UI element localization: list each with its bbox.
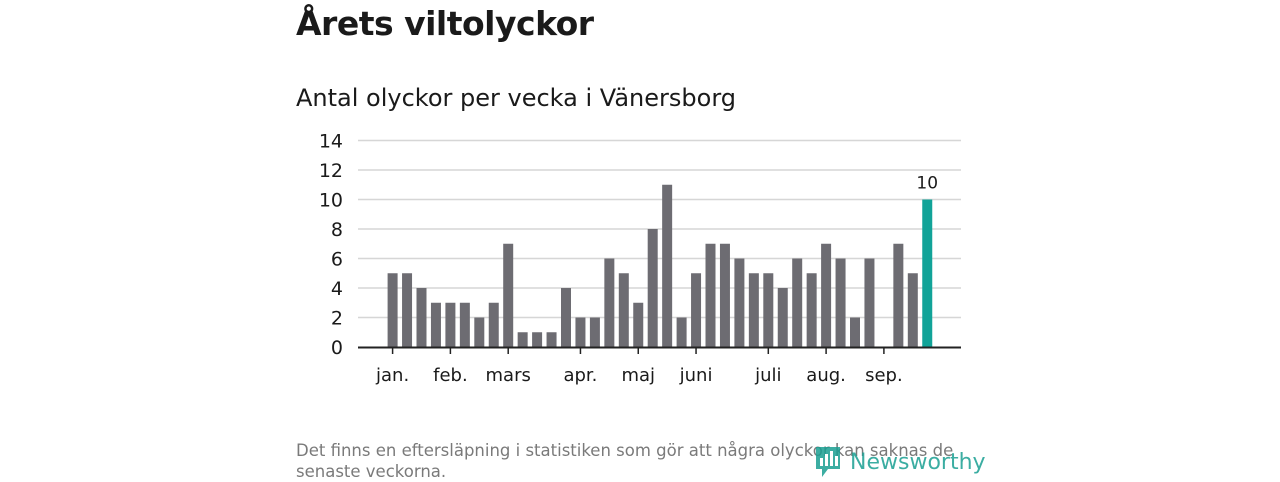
bar [763,273,774,347]
bar [532,332,543,347]
bar [806,273,817,347]
bar [748,273,759,347]
bar [691,273,702,347]
newsworthy-logo-text: Newsworthy [850,449,986,475]
footnote: Det finns en eftersläpning i statistiken… [296,441,954,481]
bar [734,258,745,347]
y-tick-label: 14 [319,131,343,153]
bar [893,243,904,347]
bar [416,288,427,347]
bars [387,184,933,347]
bar [459,302,470,347]
bar [647,229,658,347]
x-tick-label: juli [754,365,781,386]
bar [402,273,413,347]
bar [589,317,600,347]
bar-highlight [922,199,933,347]
bar [618,273,629,347]
chart-subtitle: Antal olyckor per vecka i Vänersborg [296,84,736,112]
y-tick-label: 2 [331,308,343,330]
bar [719,243,730,347]
x-tick-label: juni [679,365,713,386]
bar [676,317,687,347]
x-tick-label: feb. [433,365,468,386]
x-tick-label: mars [486,365,531,386]
bar [474,317,485,347]
bar [821,243,832,347]
x-tick-label: apr. [563,365,597,386]
data-label: 10 [916,174,938,194]
page-title: Årets viltolyckor [296,4,594,43]
bar [561,288,571,347]
bar [503,243,514,347]
x-tick-label: sep. [865,365,903,386]
bar [517,332,528,347]
bar [777,288,788,347]
y-tick-label: 8 [331,219,343,241]
y-axis-ticks: 0 2 4 6 8 10 12 14 [319,131,343,360]
gridlines [358,139,961,319]
bar-chart: 0 2 4 6 8 10 12 14 jan. feb. mars apr. maj juni juli a… [319,131,961,386]
bar [575,317,586,347]
y-tick-label: 4 [331,278,343,300]
bar [488,302,499,347]
bar [662,184,673,347]
x-axis: jan. feb. mars apr. maj juni juli aug. sep. [358,346,961,386]
bar [907,273,918,347]
bar [864,258,875,347]
bar [546,332,557,347]
bar [445,302,456,347]
bar [792,258,803,347]
bar [850,317,860,347]
x-tick-label: aug. [806,365,846,386]
y-tick-label: 10 [319,190,343,212]
bar [835,258,846,347]
bar [633,302,644,347]
bar [430,302,441,347]
data-labels: 10 [916,174,938,194]
x-tick-label: maj [621,365,655,386]
bar [604,258,615,347]
bar [705,243,716,347]
newsworthy-logo: Newsworthy [814,444,986,480]
newsworthy-logo-icon [816,447,840,477]
bar [387,273,398,347]
y-tick-label: 12 [319,160,343,182]
y-tick-label: 0 [331,337,343,359]
y-tick-label: 6 [331,249,343,271]
x-tick-label: jan. [375,365,409,386]
